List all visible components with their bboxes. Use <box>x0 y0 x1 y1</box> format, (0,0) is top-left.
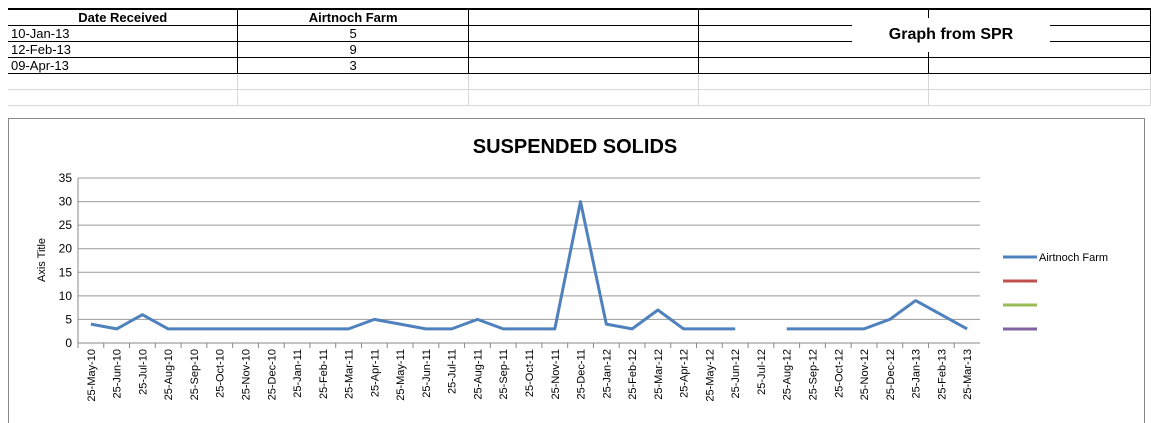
cell[interactable]: 3 <box>237 57 469 74</box>
x-tick-label: 25-Dec-10 <box>266 349 278 400</box>
cell[interactable] <box>237 73 469 90</box>
cell[interactable]: 9 <box>237 41 469 58</box>
chart-title: SUSPENDED SOLIDS <box>473 136 677 158</box>
x-tick-label: 25-Oct-12 <box>833 349 845 398</box>
cell[interactable] <box>698 89 929 106</box>
x-tick-label: 25-Jun-11 <box>421 349 433 398</box>
cell[interactable]: 12-Feb-13 <box>8 41 239 58</box>
x-tick-label: 25-Jan-11 <box>292 349 304 398</box>
x-tick-label: 25-Jul-11 <box>447 349 459 394</box>
x-tick-label: 25-Dec-12 <box>885 349 897 400</box>
y-tick-label: 5 <box>65 312 72 326</box>
cell[interactable] <box>468 57 699 74</box>
x-tick-label: 25-Nov-11 <box>550 349 562 400</box>
cell[interactable]: 09-Apr-13 <box>8 57 239 74</box>
cell[interactable] <box>928 73 1151 90</box>
y-axis-title: Axis Title <box>36 238 48 282</box>
x-tick-label: 25-Nov-10 <box>241 349 253 400</box>
cell[interactable] <box>468 73 699 90</box>
y-tick-label: 25 <box>59 218 73 232</box>
cell[interactable] <box>698 57 929 74</box>
cell[interactable] <box>468 41 699 58</box>
x-tick-label: 25-Mar-13 <box>962 349 974 400</box>
x-tick-label: 25-Sep-10 <box>189 349 201 400</box>
x-tick-label: 25-Oct-11 <box>524 349 536 397</box>
series-line <box>90 200 968 331</box>
cell[interactable] <box>468 8 699 26</box>
cell[interactable] <box>928 57 1151 74</box>
x-tick-label: 25-Nov-12 <box>859 349 871 400</box>
x-tick-label: 25-Feb-11 <box>318 349 330 399</box>
cell[interactable] <box>8 89 239 106</box>
x-tick-label: 25-Feb-13 <box>936 349 948 400</box>
cell[interactable] <box>237 89 469 106</box>
x-tick-label: 25-Aug-11 <box>472 349 484 400</box>
y-tick-label: 0 <box>65 336 72 350</box>
cell[interactable] <box>8 73 239 90</box>
x-tick-label: 25-Feb-12 <box>627 349 639 400</box>
y-tick-label: 10 <box>59 289 73 303</box>
cell[interactable] <box>698 73 929 90</box>
x-tick-label: 25-Jul-12 <box>756 349 768 395</box>
x-tick-label: 25-Sep-11 <box>498 349 510 400</box>
x-tick-label: 25-Sep-12 <box>807 349 819 400</box>
x-tick-label: 25-Jun-12 <box>730 349 742 399</box>
x-tick-label: 25-May-12 <box>704 349 716 402</box>
header-cell[interactable]: Airtnoch Farm <box>237 8 469 26</box>
y-tick-label: 15 <box>59 265 73 279</box>
x-tick-label: 25-May-10 <box>86 349 98 402</box>
x-tick-label: 25-May-11 <box>395 349 407 401</box>
header-cell[interactable]: Date Received <box>8 8 239 26</box>
x-tick-label: 25-Jun-10 <box>112 349 124 399</box>
y-tick-label: 30 <box>59 195 73 209</box>
x-tick-label: 25-Dec-11 <box>576 349 588 400</box>
x-tick-label: 25-Mar-11 <box>344 349 356 399</box>
x-tick-label: 25-Jan-12 <box>601 349 613 399</box>
cell[interactable] <box>468 25 699 42</box>
x-tick-label: 25-Jan-13 <box>911 349 923 399</box>
cell[interactable] <box>928 89 1151 106</box>
x-tick-label: 25-Jul-10 <box>137 349 149 395</box>
x-tick-label: 25-Mar-12 <box>653 349 665 400</box>
graph-label: Graph from SPR <box>852 18 1050 52</box>
cell[interactable]: 5 <box>237 25 469 42</box>
legend-label: Airtnoch Farm <box>1039 252 1108 264</box>
x-tick-label: 25-Aug-10 <box>163 349 175 400</box>
x-tick-label: 25-Apr-12 <box>679 349 691 398</box>
x-tick-label: 25-Oct-10 <box>215 349 227 398</box>
cell[interactable]: 10-Jan-13 <box>8 25 239 42</box>
cell[interactable] <box>468 89 699 106</box>
chart-area[interactable] <box>8 118 1145 423</box>
x-tick-label: 25-Apr-11 <box>369 349 381 397</box>
y-tick-label: 35 <box>59 171 73 185</box>
x-tick-label: 25-Aug-12 <box>782 349 794 400</box>
y-tick-label: 20 <box>59 242 73 256</box>
